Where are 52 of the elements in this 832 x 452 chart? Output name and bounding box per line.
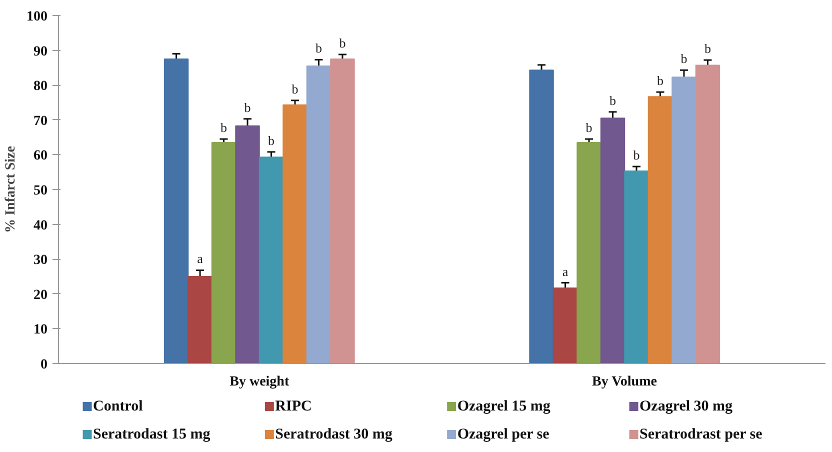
legend-label: Seratrodast 15 mg	[93, 426, 211, 442]
bar	[282, 104, 308, 364]
y-tick-label: 40	[34, 218, 48, 234]
bar	[330, 58, 355, 364]
data-label: b	[292, 81, 298, 96]
bar	[258, 156, 284, 364]
bar	[648, 96, 673, 364]
legend-label: Ozagrel 15 mg	[457, 398, 551, 414]
data-label: b	[339, 35, 346, 50]
legend-label: Seratrodast 30 mg	[275, 426, 393, 442]
bar	[529, 70, 554, 364]
y-tick-label: 70	[34, 114, 48, 129]
y-tick-label: 10	[34, 322, 48, 338]
data-label: b	[704, 41, 711, 56]
data-label: b	[244, 100, 251, 115]
legend-label: Ozagrel per se	[457, 426, 550, 442]
y-tick-label: 90	[34, 44, 48, 60]
data-label: b	[586, 120, 592, 136]
legend-label: Control	[93, 398, 143, 414]
bar	[624, 170, 649, 364]
y-tick-label: 30	[34, 253, 48, 268]
data-label: b	[680, 51, 688, 66]
data-label: a	[562, 264, 568, 279]
legend-label: RIPC	[275, 398, 312, 414]
bar	[235, 125, 260, 364]
y-tick-label: 60	[34, 148, 48, 164]
data-label: a	[197, 251, 204, 266]
bar	[695, 64, 720, 364]
y-tick-label: 100	[26, 10, 48, 24]
bar	[188, 276, 212, 364]
y-tick-label: 80	[34, 79, 48, 94]
bar	[576, 142, 602, 364]
data-label: b	[633, 148, 640, 163]
bar	[552, 287, 578, 364]
y-tick-label: 20	[34, 288, 48, 303]
x-tick-label: By weight	[230, 374, 290, 390]
bar	[211, 142, 236, 364]
bar	[600, 118, 626, 364]
data-label: b	[656, 73, 664, 88]
data-label: b	[610, 92, 616, 108]
data-label: b	[268, 132, 274, 148]
bar	[164, 58, 189, 364]
bar	[306, 65, 332, 364]
x-tick-label: By Volume	[592, 374, 657, 390]
data-label: b	[315, 40, 322, 56]
data-label: b	[220, 120, 228, 136]
y-tick-label: 0	[40, 358, 48, 372]
legend-label: Seratrodrast per se	[640, 426, 763, 442]
bar	[672, 76, 696, 364]
y-axis-title: % Infarct Size	[4, 146, 18, 233]
legend-label: Ozagrel 30 mg	[640, 398, 734, 414]
y-tick-label: 50	[34, 184, 48, 198]
